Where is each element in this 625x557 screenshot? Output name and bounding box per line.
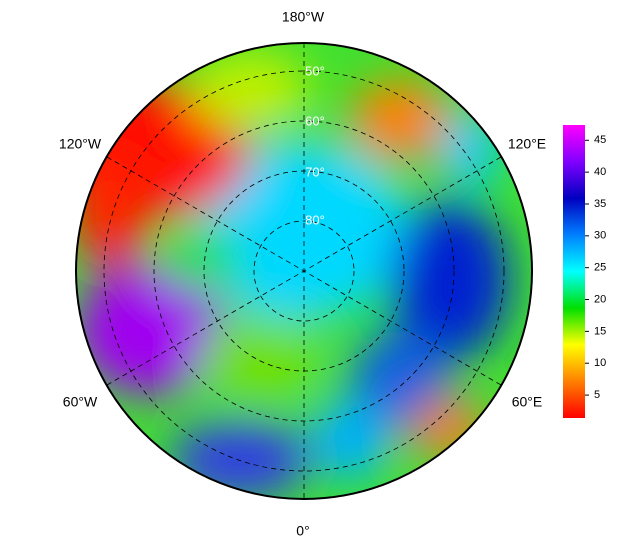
lon-label: 0° (296, 523, 309, 539)
lon-label: 120°W (59, 136, 102, 152)
colorbar-tick-label: 40 (594, 166, 606, 178)
lat-label: 70° (305, 164, 325, 179)
colorbar-tick-label: 25 (594, 262, 606, 274)
colorbar-tick-label: 35 (594, 198, 606, 210)
lon-label: 60°E (512, 394, 543, 410)
lon-label: 60°W (63, 394, 98, 410)
lat-label: 80° (305, 212, 325, 227)
colorbar-tick-label: 15 (594, 325, 606, 337)
lat-label: 60° (305, 113, 325, 128)
colorbar-tick-label: 45 (594, 134, 606, 146)
lon-label: 180°W (282, 9, 325, 25)
map-border (75, 42, 533, 500)
colorbar-tick-label: 20 (594, 293, 606, 305)
colorbar (563, 125, 585, 418)
lat-label: 50° (305, 63, 325, 78)
lon-label: 120°E (508, 136, 546, 152)
colorbar-tick-label: 5 (594, 389, 600, 401)
colorbar-tick-label: 10 (594, 357, 606, 369)
colorbar-tick-label: 30 (594, 230, 606, 242)
